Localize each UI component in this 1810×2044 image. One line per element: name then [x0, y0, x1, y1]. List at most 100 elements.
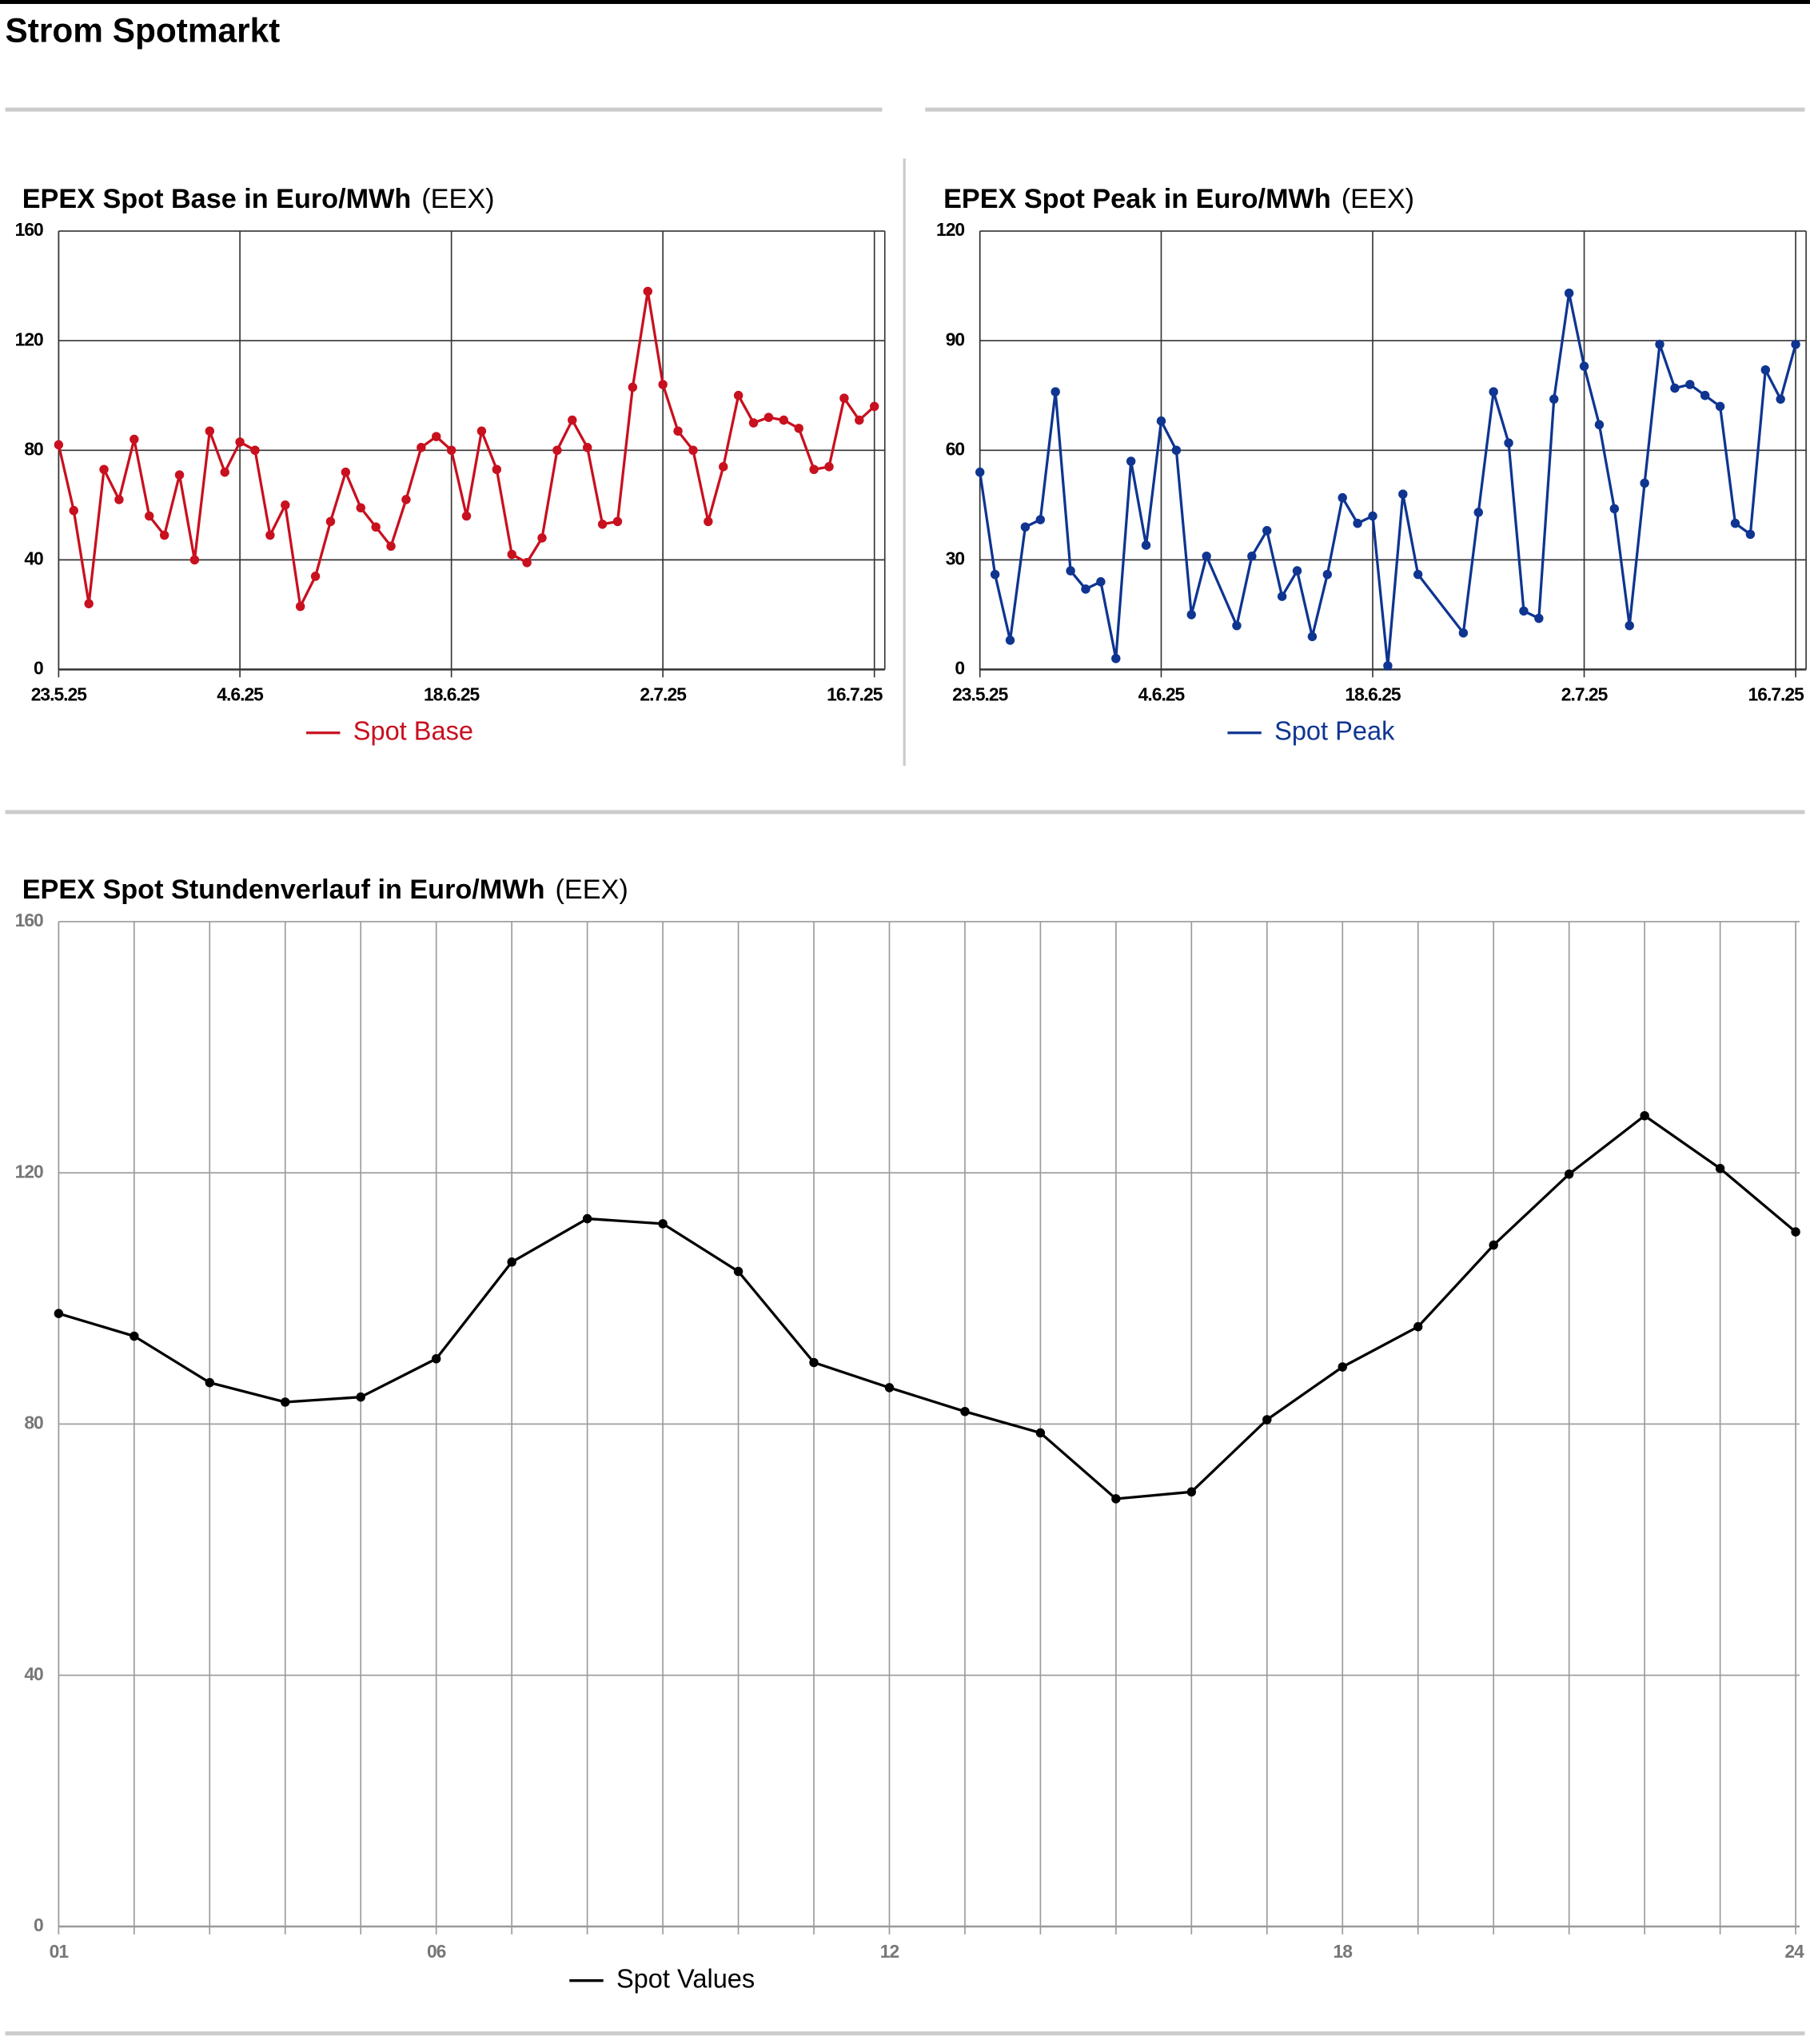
series-line — [57, 289, 875, 608]
x-tick-label: 23.5.25 — [31, 683, 87, 704]
data-point — [1655, 339, 1664, 349]
data-point — [159, 530, 169, 540]
data-point — [1171, 445, 1182, 456]
data-point — [356, 503, 365, 513]
data-point — [1247, 552, 1257, 561]
data-point — [1262, 526, 1272, 536]
data-point — [1156, 416, 1166, 426]
data-point — [763, 412, 774, 422]
y-tick-label: 80 — [24, 438, 43, 459]
data-point — [794, 424, 803, 433]
data-point — [1202, 552, 1211, 561]
data-point — [1186, 1487, 1197, 1497]
data-point — [401, 495, 411, 504]
data-point — [174, 470, 185, 480]
data-point — [295, 601, 305, 612]
data-point — [748, 418, 759, 428]
data-point — [1353, 518, 1362, 528]
data-point — [1776, 394, 1785, 404]
data-point — [1549, 394, 1559, 404]
data-point — [325, 516, 336, 527]
data-point — [1035, 1428, 1046, 1438]
data-point — [1504, 438, 1513, 448]
data-point — [522, 558, 532, 568]
data-point — [205, 426, 215, 436]
data-point — [597, 520, 608, 529]
data-point — [643, 286, 652, 297]
data-point — [975, 467, 985, 477]
data-point — [1473, 508, 1483, 517]
data-point — [356, 1392, 365, 1402]
legend-label: Spot Base — [353, 715, 473, 745]
data-point — [1534, 613, 1544, 624]
chart-title-text: EPEX Spot Peak in Euro/MWh — [943, 184, 1331, 214]
data-point — [1398, 489, 1408, 499]
data-point — [1745, 529, 1756, 540]
y-tick-label: 0 — [34, 1915, 43, 1935]
data-point — [658, 1219, 668, 1229]
data-point — [1625, 620, 1634, 631]
data-point — [1141, 540, 1151, 550]
data-point — [1519, 606, 1529, 616]
data-point — [461, 511, 472, 521]
legend-label: Spot Values — [616, 1963, 755, 1993]
data-point — [1670, 383, 1680, 393]
data-point — [552, 445, 562, 456]
data-point — [628, 382, 638, 392]
x-tick-label: 2.7.25 — [640, 683, 687, 704]
data-point — [1262, 1415, 1272, 1424]
data-point — [507, 1257, 516, 1267]
data-point — [839, 393, 849, 403]
data-point — [869, 401, 879, 412]
data-point — [779, 415, 789, 425]
top-bar — [0, 0, 1810, 4]
chart-title-text: EPEX Spot Base in Euro/MWh — [22, 184, 412, 214]
data-point — [1383, 661, 1393, 671]
data-point — [1609, 504, 1620, 514]
data-point — [612, 516, 623, 527]
data-point — [145, 511, 154, 521]
data-point — [417, 443, 426, 452]
data-point — [1307, 632, 1318, 642]
data-point — [114, 495, 124, 504]
y-tick-label: 0 — [955, 657, 964, 678]
chart-title: EPEX Spot Peak in Euro/MWh (EEX) — [943, 184, 1414, 214]
data-point — [1232, 620, 1242, 631]
data-point — [492, 464, 502, 475]
data-point — [582, 443, 592, 452]
data-point — [1489, 387, 1498, 396]
data-point — [1111, 1494, 1121, 1504]
data-point — [537, 533, 547, 543]
data-point — [1685, 380, 1695, 389]
data-point — [99, 464, 109, 475]
data-point — [1111, 653, 1121, 663]
legend-label: Spot Peak — [1274, 715, 1395, 745]
data-point — [1020, 522, 1031, 532]
data-point — [476, 426, 487, 436]
chart-source: (EEX) — [556, 875, 628, 905]
data-point — [54, 1309, 64, 1318]
data-point — [824, 462, 834, 472]
data-point — [1186, 610, 1196, 620]
data-point — [1564, 1169, 1574, 1179]
x-tick-label: 4.6.25 — [1138, 683, 1186, 704]
data-point — [1413, 569, 1423, 580]
x-tick-label: 16.7.25 — [827, 683, 883, 704]
series-line — [58, 1114, 1797, 1500]
data-point — [855, 415, 864, 425]
data-point — [733, 1266, 744, 1277]
data-point — [733, 390, 744, 400]
data-point — [719, 462, 728, 472]
data-point — [1640, 1110, 1649, 1121]
data-point — [205, 1377, 214, 1388]
data-point — [1292, 566, 1302, 576]
data-point — [281, 500, 290, 510]
data-point — [704, 516, 713, 527]
data-point — [809, 464, 819, 475]
data-point — [69, 505, 78, 516]
data-point — [1760, 365, 1770, 375]
y-tick-label: 40 — [24, 548, 43, 568]
data-point — [1368, 511, 1377, 521]
data-point — [1096, 577, 1106, 587]
